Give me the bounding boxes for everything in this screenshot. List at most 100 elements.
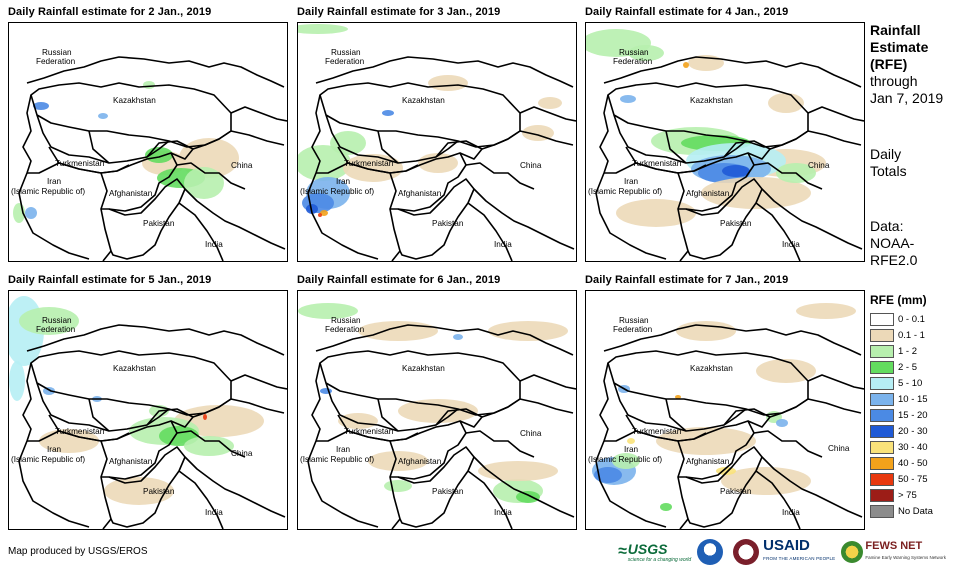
usgs-logo: ≈ USGS science for a changing world <box>618 541 691 563</box>
country-border <box>761 456 863 518</box>
panel-title: Daily Rainfall estimate for 2 Jan., 2019 <box>8 6 212 18</box>
map-label-iran-2: (Islamic Republic of) <box>11 455 85 464</box>
country-border <box>761 188 863 250</box>
legend-label: 15 - 20 <box>898 409 928 421</box>
map-label-afghanistan: Afghanistan <box>398 457 442 466</box>
legend-swatch <box>870 360 894 374</box>
map-label-afghanistan: Afghanistan <box>686 189 730 198</box>
country-border <box>599 94 609 174</box>
legend-swatch <box>870 456 894 470</box>
map-label-turkmenistan: Turkmenistan <box>344 159 394 168</box>
panel-title: Daily Rainfall estimate for 4 Jan., 2019 <box>585 6 789 18</box>
rainfall-area <box>358 321 438 341</box>
rainfall-area <box>627 438 635 444</box>
country-border <box>613 114 747 164</box>
legend-item: 15 - 20 <box>870 407 933 423</box>
rainfall-area <box>796 303 856 319</box>
map-frame: Russian Federation Kazakhstan Turkmenistan I… <box>585 290 865 530</box>
map-panel-jan-6: Daily Rainfall estimate for 6 Jan., 2019… <box>297 274 577 536</box>
country-border <box>30 82 232 148</box>
map-label-iran-2: (Islamic Republic of) <box>588 187 662 196</box>
country-border <box>604 430 689 529</box>
panel-title: Daily Rainfall estimate for 6 Jan., 2019 <box>297 274 501 286</box>
legend-swatch <box>870 344 894 358</box>
map-label-turkmenistan: Turkmenistan <box>344 427 394 436</box>
map-frame: Russian Federation Kazakhstan Turkmenistan I… <box>585 22 865 262</box>
rainfall-area <box>25 207 37 219</box>
fews-net-logo: FEWS NET Famine Early Warning Systems Ne… <box>841 541 946 563</box>
rainfall-area <box>184 167 224 199</box>
country-border <box>27 430 112 529</box>
fews-tagline: Famine Early Warning Systems Network <box>865 555 946 560</box>
map-label-kazakhstan: Kazakhstan <box>402 96 445 105</box>
country-border <box>435 408 483 428</box>
map-label-russia-2: Federation <box>613 325 653 334</box>
country-border <box>665 398 687 432</box>
rainfall-area <box>768 93 804 113</box>
rainfall-area <box>382 110 394 116</box>
rainfall-area <box>104 477 174 505</box>
country-border <box>595 172 667 260</box>
map-label-afghanistan: Afghanistan <box>109 457 153 466</box>
legend-item: 2 - 5 <box>870 359 933 375</box>
country-border <box>603 56 862 88</box>
country-border <box>36 382 170 432</box>
panel-title: Daily Rainfall estimate for 3 Jan., 2019 <box>297 6 501 18</box>
map-label-pakistan: Pakistan <box>143 487 175 496</box>
map-label-iran-2: (Islamic Republic of) <box>588 455 662 464</box>
logo-bar: ≈ USGS science for a changing world USAI… <box>618 538 946 566</box>
rainfall-area <box>318 213 322 217</box>
country-border <box>519 374 576 390</box>
rainfall-area <box>488 321 568 341</box>
map-label-russia-1: Russian <box>331 48 361 57</box>
legend-label: 2 - 5 <box>898 361 918 373</box>
country-border <box>100 420 178 480</box>
map-label-kazakhstan: Kazakhstan <box>402 364 445 373</box>
panel-title: Daily Rainfall estimate for 5 Jan., 2019 <box>8 274 212 286</box>
country-border <box>315 324 574 356</box>
map-label-pakistan: Pakistan <box>720 487 752 496</box>
map-label-iran-1: Iran <box>336 445 351 454</box>
totals-label: Totals <box>870 163 907 179</box>
country-border <box>307 172 379 260</box>
rainfall-area <box>298 24 348 34</box>
legend-label: 50 - 75 <box>898 473 928 485</box>
map-label-kazakhstan: Kazakhstan <box>113 364 156 373</box>
map-label-iran-2: (Islamic Republic of) <box>11 187 85 196</box>
rainfall-area <box>143 81 155 89</box>
map-frame: Russian Federation Kazakhstan Turkmenistan I… <box>8 290 288 530</box>
country-border <box>88 130 110 164</box>
map-label-afghanistan: Afghanistan <box>398 189 442 198</box>
country-border <box>30 350 232 416</box>
nasa-logo-icon <box>733 539 760 565</box>
country-border <box>519 106 576 122</box>
legend-label: 0.1 - 1 <box>898 329 925 341</box>
rainfall-area <box>616 199 696 227</box>
country-border <box>769 398 862 418</box>
map-label-iran-1: Iran <box>47 445 62 454</box>
rainfall-area <box>776 419 788 427</box>
map-label-china: China <box>520 429 542 438</box>
rainfall-area <box>628 45 664 61</box>
country-border <box>192 398 285 418</box>
rainfall-area <box>368 451 428 471</box>
usaid-logo: USAID FROM THE AMERICAN PEOPLE <box>763 538 835 565</box>
rfe-legend: RFE (mm) 0 - 0.1 0.1 - 1 1 - 2 2 - 5 5 - 10 1… <box>870 293 933 519</box>
legend-label: 0 - 0.1 <box>898 313 925 325</box>
data-source-1: NOAA- <box>870 235 915 251</box>
map-label-iran-1: Iran <box>336 177 351 186</box>
data-source-2: RFE2.0 <box>870 252 918 268</box>
rainfall-area <box>98 113 108 119</box>
country-border <box>465 162 535 190</box>
legend-swatch <box>870 376 894 390</box>
map-label-india: India <box>782 240 800 249</box>
country-border <box>176 162 246 190</box>
through-label: through <box>870 73 918 89</box>
legend-label: No Data <box>898 505 933 517</box>
country-border <box>677 152 755 212</box>
country-border <box>18 440 90 528</box>
rfe-line-1: Rainfall <box>870 22 921 38</box>
country-border <box>481 398 574 418</box>
